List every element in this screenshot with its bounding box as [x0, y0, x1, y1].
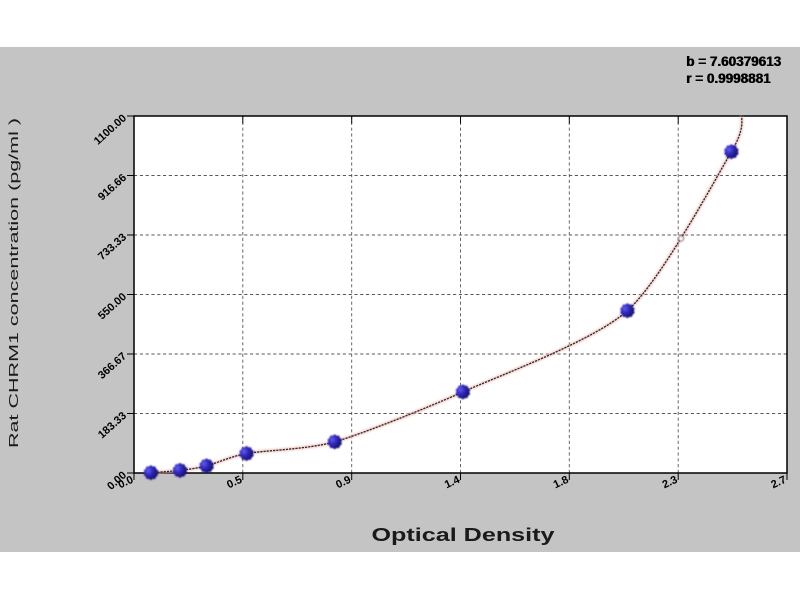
svg-text:1.4: 1.4: [443, 473, 463, 491]
svg-text:366.67: 366.67: [96, 350, 129, 381]
svg-text:0.5: 0.5: [225, 474, 244, 491]
svg-text:2.3: 2.3: [661, 474, 680, 491]
svg-text:0.9: 0.9: [334, 474, 353, 491]
svg-text:183.33: 183.33: [96, 410, 129, 441]
svg-text:1100.00: 1100.00: [92, 112, 129, 147]
svg-text:1.8: 1.8: [552, 474, 571, 491]
svg-text:Rat CHRM1 concentration (pg/ml: Rat CHRM1 concentration (pg/ml ): [6, 118, 21, 448]
svg-text:550.00: 550.00: [96, 291, 129, 322]
svg-text:2.7: 2.7: [769, 474, 788, 491]
svg-text:733.33: 733.33: [96, 231, 129, 262]
svg-text:Optical Density: Optical Density: [372, 525, 555, 545]
svg-text:916.66: 916.66: [96, 172, 129, 203]
